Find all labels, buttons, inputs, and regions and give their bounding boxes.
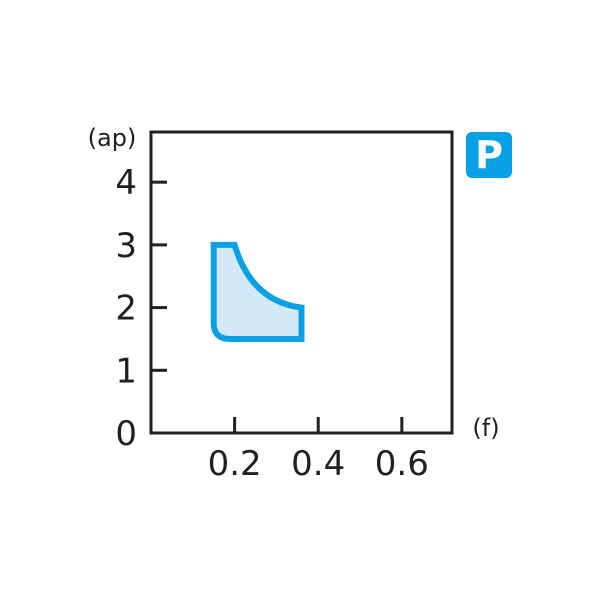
badge-p: P xyxy=(466,132,512,178)
y-tick-label: 0 xyxy=(115,414,137,454)
y-axis-label: (ap) xyxy=(88,124,137,152)
plot-frame xyxy=(149,130,454,435)
x-tick-label: 0.6 xyxy=(375,444,429,484)
x-axis-label: (f) xyxy=(472,414,499,442)
x-tick-label: 0.4 xyxy=(291,444,345,484)
application-region xyxy=(210,241,305,342)
y-tick-label: 1 xyxy=(115,351,137,391)
y-tick-label: 4 xyxy=(115,163,137,203)
y-tick-label: 2 xyxy=(115,289,137,329)
y-tick-label: 3 xyxy=(115,226,137,266)
x-tick-label: 0.2 xyxy=(208,444,262,484)
